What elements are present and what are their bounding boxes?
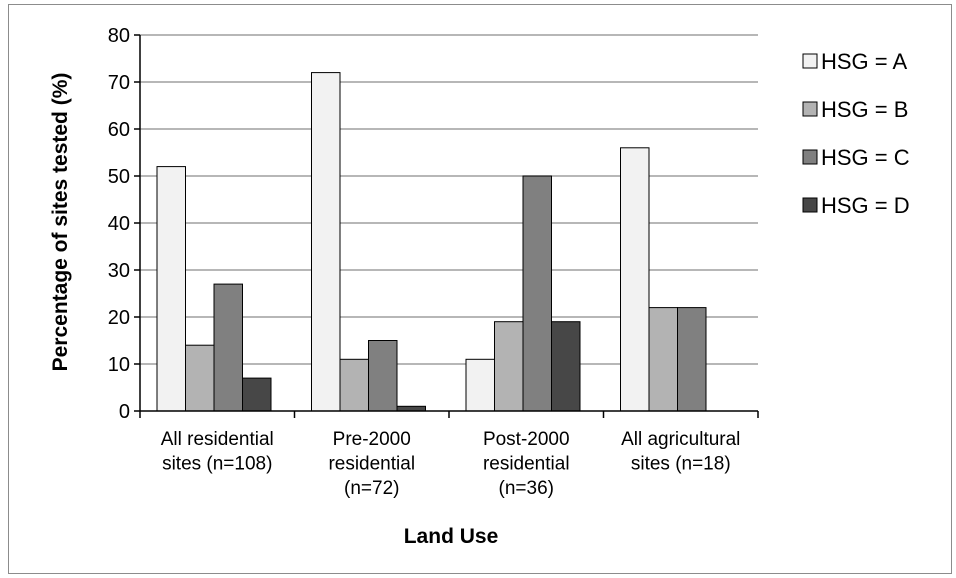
y-tick-label: 0 [119, 401, 130, 423]
category-labels: All residential sites (n=108) Pre-2000 resi… [161, 429, 741, 499]
category-label-line: (n=72) [344, 478, 399, 499]
legend-label: HSG = B [821, 97, 908, 122]
category-label-line: sites (n=18) [631, 454, 731, 475]
legend-swatch [802, 197, 818, 213]
axes [134, 34, 759, 418]
y-tick-label: 60 [108, 119, 130, 141]
legend-label: HSG = C [821, 145, 910, 170]
category-label-line: residential [483, 454, 570, 475]
bar [551, 321, 581, 412]
bar [368, 340, 398, 412]
y-tick-label: 70 [108, 72, 130, 94]
bar [242, 377, 272, 412]
bars [156, 72, 707, 412]
category-label-line: All residential [161, 429, 274, 450]
legend-swatch [802, 149, 818, 165]
bar [339, 358, 369, 412]
category-label: Pre-2000 residential (n=72) [328, 429, 415, 499]
bar [494, 321, 524, 412]
category-label: All agricultural sites (n=18) [621, 429, 740, 475]
x-axis-title: Land Use [404, 525, 499, 548]
y-tick-label: 50 [108, 166, 130, 188]
bar [648, 307, 678, 412]
category-label-line: Post-2000 [483, 429, 570, 450]
y-tick-labels: 0 10 20 30 40 50 60 70 80 [108, 25, 130, 423]
bar [185, 344, 215, 412]
legend-label: HSG = A [821, 49, 908, 74]
y-tick-label: 20 [108, 307, 130, 329]
category-label: Post-2000 residential (n=36) [483, 429, 570, 499]
y-tick-label: 10 [108, 354, 130, 376]
category-label-line: Pre-2000 [333, 429, 411, 450]
category-label: All residential sites (n=108) [161, 429, 274, 475]
category-label-line: sites (n=108) [162, 454, 272, 475]
y-axis-title: Percentage of sites tested (%) [49, 73, 72, 372]
category-label-line: (n=36) [499, 478, 554, 499]
y-tick-label: 80 [108, 25, 130, 47]
legend-label: HSG = D [821, 193, 910, 218]
legend: HSG = A HSG = B HSG = C HSG = D [802, 49, 910, 218]
y-tick-label: 30 [108, 260, 130, 282]
legend-swatch [802, 101, 818, 117]
category-label-line: residential [328, 454, 415, 475]
bar [311, 72, 341, 412]
y-tick-label: 40 [108, 213, 130, 235]
bar [156, 166, 186, 412]
bar [465, 358, 495, 412]
bar [677, 307, 707, 412]
legend-swatch [802, 53, 818, 69]
category-label-line: All agricultural [621, 429, 740, 450]
bar [213, 283, 243, 412]
bar [620, 147, 650, 412]
bar [522, 175, 552, 412]
